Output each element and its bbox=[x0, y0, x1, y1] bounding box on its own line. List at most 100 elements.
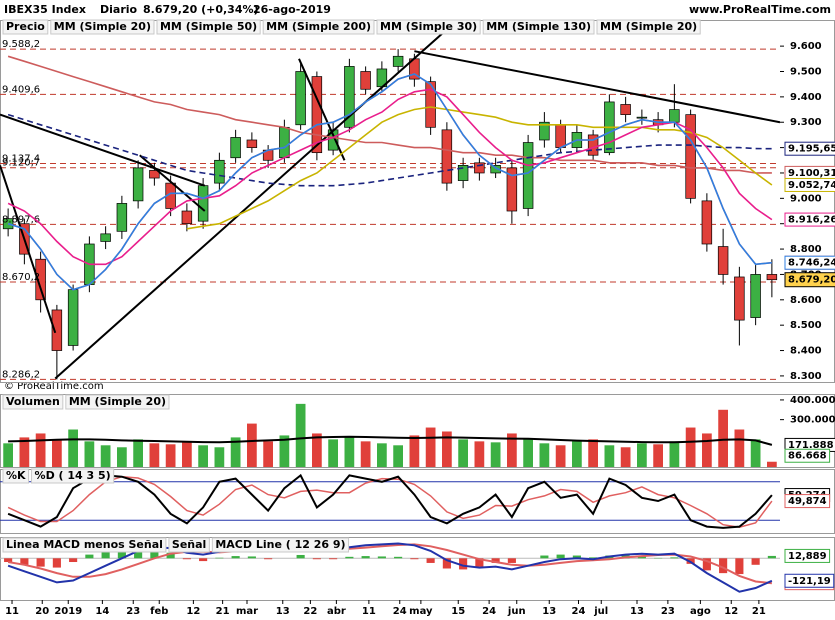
series-line bbox=[7, 113, 772, 187]
x-tick-label: 24 bbox=[572, 606, 586, 617]
volume-bar bbox=[295, 403, 306, 467]
legend-entry: Señal bbox=[172, 538, 206, 551]
histogram-bar bbox=[589, 557, 598, 559]
candle-body bbox=[197, 185, 209, 222]
volume-bar bbox=[490, 442, 501, 467]
value-tag: 12,889 bbox=[788, 551, 827, 562]
price-plot bbox=[0, 20, 780, 380]
histogram-bar bbox=[85, 554, 94, 559]
x-tick-label: abr bbox=[327, 606, 346, 617]
copyright: © ProRealTime.com bbox=[4, 381, 104, 392]
close-tag: 8.679,20 bbox=[788, 275, 835, 286]
volume-bar bbox=[572, 441, 582, 467]
volume-bar bbox=[360, 441, 371, 467]
histogram-bar bbox=[117, 547, 126, 559]
histogram-bar bbox=[572, 555, 581, 559]
volume-bar bbox=[685, 427, 696, 467]
value-tag: 9.052,74 bbox=[788, 180, 835, 191]
x-tick-label: 21 bbox=[216, 606, 230, 617]
value-tag-box bbox=[784, 141, 835, 156]
x-tick-label: ago bbox=[690, 606, 711, 617]
level-label: 9.588,2 bbox=[2, 39, 40, 50]
y-tick-label: 9.300 bbox=[790, 117, 822, 128]
level-label: 9.120,7 bbox=[2, 158, 40, 169]
volume-bar bbox=[393, 445, 403, 467]
volume-bar bbox=[588, 439, 598, 467]
value-tag-box bbox=[784, 494, 831, 509]
candle-body bbox=[67, 289, 79, 346]
x-tick-label: 23 bbox=[661, 606, 675, 617]
volume-bar bbox=[523, 439, 533, 467]
x-tick-label: 20 bbox=[35, 606, 49, 617]
trend-line bbox=[0, 113, 206, 187]
histogram-bar bbox=[264, 558, 273, 560]
legend-box bbox=[376, 19, 481, 35]
volume-bar bbox=[247, 423, 257, 467]
trend-line bbox=[54, 20, 459, 380]
candle-body bbox=[100, 233, 111, 242]
series-line bbox=[7, 73, 772, 291]
histogram-bar bbox=[199, 558, 208, 562]
x-tick-label: 24 bbox=[393, 606, 407, 617]
volume-bar bbox=[165, 444, 176, 467]
candle-body bbox=[295, 71, 306, 126]
candle-body bbox=[425, 81, 436, 128]
y-tick-label: 8.500 bbox=[790, 320, 822, 331]
candle-body bbox=[457, 165, 469, 181]
candle-body bbox=[181, 210, 193, 225]
candle-body bbox=[311, 76, 323, 154]
volume-bar bbox=[604, 445, 615, 467]
legend-box bbox=[211, 537, 350, 553]
value-tag: 171.888 bbox=[788, 440, 834, 451]
quote-date: 26-ago-2019 bbox=[253, 3, 331, 16]
x-tick-label: 15 bbox=[451, 606, 465, 617]
candle-body bbox=[246, 139, 258, 148]
quote: 8.679,20 (+0,34%) bbox=[143, 3, 259, 16]
x-tick-label: 22 bbox=[303, 606, 317, 617]
x-tick-label: 24 bbox=[482, 606, 496, 617]
candle-body bbox=[734, 276, 745, 321]
volume-bar bbox=[734, 429, 745, 467]
histogram-bar bbox=[442, 558, 451, 569]
legend-box bbox=[262, 19, 375, 35]
volume-bar bbox=[669, 441, 680, 467]
volume-bar bbox=[409, 435, 420, 467]
candle-body bbox=[149, 170, 160, 179]
legend-entry: MM (Simple 130) bbox=[486, 20, 591, 33]
candle-body bbox=[279, 126, 290, 159]
histogram-bar bbox=[507, 558, 516, 563]
value-tag: 9.195,65 bbox=[788, 144, 835, 155]
volume-bar bbox=[19, 437, 30, 467]
volume-bar bbox=[442, 431, 452, 467]
legend-entry: Volumen bbox=[6, 395, 60, 408]
value-tag-box bbox=[784, 177, 835, 192]
volume-bar bbox=[328, 439, 338, 467]
legend-entry: Precio bbox=[6, 20, 45, 33]
value-tag: 9.100,31 bbox=[788, 168, 835, 179]
volume-bar bbox=[425, 427, 436, 467]
series-line bbox=[7, 55, 772, 174]
volume-bar bbox=[182, 441, 192, 467]
candle-body bbox=[490, 165, 501, 174]
trend-line bbox=[0, 165, 57, 334]
volume-bar bbox=[230, 437, 241, 467]
legend-box bbox=[2, 394, 64, 410]
histogram-bar bbox=[215, 557, 224, 559]
volume-bar bbox=[750, 439, 761, 467]
x-tick-label: 11 bbox=[5, 606, 19, 617]
value-tag: 86.668 bbox=[788, 451, 827, 462]
candle-body bbox=[51, 309, 63, 351]
x-tick-label: 21 bbox=[752, 606, 766, 617]
candle-body bbox=[214, 159, 225, 184]
x-tick-label: 13 bbox=[276, 606, 290, 617]
series-line bbox=[8, 435, 773, 446]
volume-bar bbox=[198, 445, 208, 467]
histogram-bar bbox=[377, 556, 386, 559]
trend-line bbox=[139, 154, 206, 212]
trend-line bbox=[298, 58, 346, 161]
series-line bbox=[7, 473, 773, 529]
volume-bar bbox=[133, 439, 143, 467]
x-tick-label: feb bbox=[150, 606, 168, 617]
y-tick-label: 400.000 bbox=[790, 395, 835, 406]
